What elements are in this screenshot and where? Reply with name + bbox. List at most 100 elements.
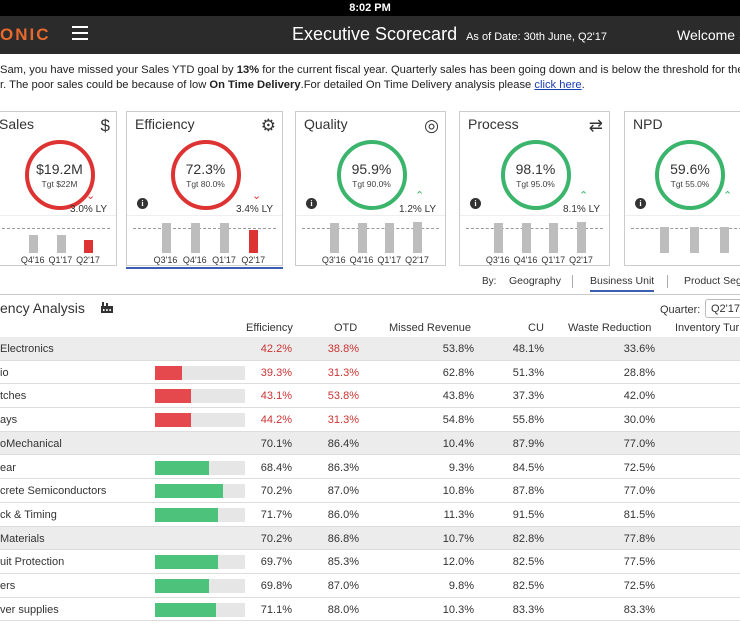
row-value: 38.8% — [327, 343, 359, 355]
info-icon[interactable]: i — [137, 198, 148, 209]
efficiency-bar — [155, 365, 245, 380]
row-value: 10.7% — [442, 532, 474, 545]
kpi-trend-chart: Q3'16 Q4'16 Q1'17 Q2'17 — [460, 215, 609, 265]
alert-emphasis: 13% — [236, 64, 260, 76]
table-row[interactable]: uit Protection 69.7% 85.3% 12.0% 82.5% 77.5%… — [0, 550, 740, 574]
brand-logo[interactable]: ONIC — [0, 25, 51, 44]
row-name: ers — [0, 580, 16, 592]
trend-down-icon: ⌄ — [86, 190, 96, 202]
kpi-title: Quality — [304, 116, 348, 132]
trend-bar-label: Q1'17 — [377, 255, 402, 265]
row-value: 69.8% — [260, 580, 292, 592]
trend-bar[interactable] — [329, 223, 339, 253]
tab-geography[interactable]: Geography — [509, 275, 561, 287]
trend-bar[interactable] — [385, 223, 395, 253]
kpi-target: Tgt 95.0% — [516, 179, 555, 189]
kpi-last-year: 3.4% LY — [236, 204, 274, 215]
kpi-card-sales[interactable]: Sales $ $19.2M Tgt $22M ⌄ 3.0% LY Q4'16 Q1'1… — [0, 111, 117, 266]
table-row[interactable]: crete Semiconductors 70.2% 87.0% 10.8% 87.8… — [0, 479, 740, 503]
trend-bar[interactable] — [357, 223, 367, 253]
trend-bar[interactable] — [577, 222, 587, 253]
factory-icon[interactable] — [100, 300, 114, 317]
kpi-card-quality[interactable]: Quality ◎ 95.9% Tgt 90.0% i ⌃ 1.2% LY Q3'16 Q… — [295, 111, 446, 266]
column-header-otd[interactable]: OTD — [334, 322, 358, 334]
trend-bar-label: Q4'16 — [20, 255, 45, 265]
efficiency-bar-fill — [155, 579, 209, 593]
row-value: 83.3% — [512, 603, 544, 616]
trend-bar[interactable] — [720, 227, 729, 253]
quarter-select[interactable]: Q2'17 — [705, 299, 740, 318]
table-row[interactable]: ear 68.4%86.3%9.3%84.5%72.5%3 — [0, 456, 740, 480]
row-value: 86.3% — [327, 461, 359, 474]
column-header-waste-reduction[interactable]: Waste Reduction — [568, 322, 652, 334]
section-divider — [0, 294, 740, 295]
trend-bar[interactable] — [190, 223, 200, 253]
trend-bar[interactable] — [690, 227, 699, 253]
column-header-cu[interactable]: CU — [528, 322, 544, 334]
trend-bar-label: Q2'17 — [405, 255, 429, 265]
kpi-title: NPD — [633, 116, 663, 132]
trend-bar[interactable] — [28, 235, 38, 253]
target-line — [133, 228, 276, 229]
click-here-link[interactable]: click here — [534, 79, 582, 91]
trend-up-icon: ⌃ — [415, 190, 425, 202]
table-row[interactable]: ays 44.2%31.3%54.8%55.8%30.0%3 — [0, 408, 740, 432]
trend-bar-label: Q3'16 — [321, 255, 346, 265]
trend-bar[interactable] — [660, 227, 669, 253]
column-header-missed-revenue[interactable]: Missed Revenue — [389, 322, 471, 334]
kpi-trend-chart: Q3'16 Q4'16 Q1'17 Q2'17 — [127, 215, 282, 265]
table-row[interactable]: tches 43.1%53.8%43.8%37.3%42.0%3 — [0, 384, 740, 409]
trend-bar[interactable] — [521, 223, 531, 253]
row-value: 55.8% — [512, 414, 544, 427]
row-value: 48.1% — [512, 343, 544, 355]
info-icon[interactable]: i — [635, 198, 646, 209]
row-name: io — [0, 366, 9, 379]
info-icon[interactable]: i — [306, 198, 317, 209]
kpi-card-process[interactable]: Process ⇄ 98.1% Tgt 95.0% i ⌃ 8.1% LY Q3'16 Q… — [459, 111, 610, 266]
column-header-inventory-turns[interactable]: Inventory Tur — [675, 322, 740, 334]
efficiency-bar — [155, 555, 245, 570]
trend-bar[interactable] — [84, 240, 94, 253]
row-value: 30.0% — [623, 414, 655, 427]
trend-bar[interactable] — [413, 222, 423, 253]
kpi-value: 98.1% — [515, 161, 556, 177]
efficiency-bar — [155, 579, 245, 593]
welcome-user[interactable]: Welcome S — [677, 27, 740, 43]
trend-bar[interactable] — [161, 223, 171, 253]
kpi-card-efficiency[interactable]: Efficiency ⚙ 72.3% Tgt 80.0% i ⌄ 3.4% LY Q3'… — [126, 111, 283, 266]
trend-bar[interactable] — [56, 235, 66, 253]
info-icon[interactable]: i — [470, 198, 481, 209]
column-header-efficiency[interactable]: Efficiency — [246, 322, 293, 334]
trend-bar[interactable] — [493, 223, 503, 253]
trend-up-icon: ⌃ — [723, 190, 733, 202]
row-value: 85.3% — [327, 556, 359, 569]
row-value: 77.0% — [623, 485, 655, 498]
row-value: 87.0% — [327, 580, 359, 592]
table-row[interactable]: ck & Timing 71.7%86.0%11.3%91.5%81.5%3 — [0, 503, 740, 527]
trend-bar-label: Q2'17 — [241, 255, 266, 265]
kpi-value: 95.9% — [351, 161, 392, 177]
trend-bar[interactable] — [220, 223, 230, 253]
trend-bar[interactable] — [549, 223, 559, 253]
page-title-text: Executive Scorecard — [292, 24, 458, 44]
tab-divider — [667, 275, 668, 288]
hamburger-menu-icon[interactable] — [72, 26, 88, 40]
row-value: 87.9% — [512, 437, 544, 450]
alert-text: . — [581, 79, 585, 91]
tab-business-unit[interactable]: Business Unit — [590, 275, 655, 292]
table-row[interactable]: ver supplies 71.1%88.0%10.3%83.3%83.3%3 — [0, 598, 740, 622]
row-value: 86.0% — [327, 508, 359, 521]
table-row[interactable]: ers 69.8%87.0%9.8%82.5%72.5%3 — [0, 574, 740, 598]
tab-product-segment[interactable]: Product Seg — [684, 275, 740, 287]
kpi-gauge: $19.2M Tgt $22M — [24, 140, 95, 210]
alert-text: Sam, you have missed your Sales YTD goal… — [0, 64, 237, 76]
table-row[interactable]: io 39.3%31.3%62.8%51.3%28.8%3 — [0, 361, 740, 385]
trend-bar-label: Q1'17 — [212, 255, 236, 265]
target-line — [0, 228, 110, 229]
row-name: ver supplies — [0, 603, 59, 616]
kpi-card-npd[interactable]: NPD 59.6% Tgt 55.0% i ⌃ — [624, 111, 740, 266]
trend-bar[interactable] — [249, 230, 259, 253]
